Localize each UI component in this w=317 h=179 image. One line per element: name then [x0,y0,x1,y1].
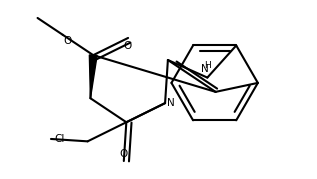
Text: N: N [201,64,209,74]
Text: O: O [120,149,128,159]
Text: H: H [204,61,211,70]
Text: O: O [64,36,72,46]
Polygon shape [89,55,97,98]
Text: N: N [167,98,175,108]
Text: Cl: Cl [55,134,65,144]
Text: O: O [123,41,131,51]
